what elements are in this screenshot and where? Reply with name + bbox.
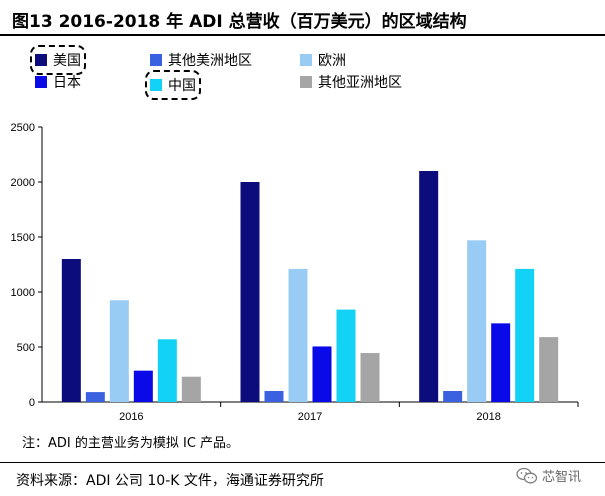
legend-item-other-asia: 其他亚洲地区 [300,72,402,92]
bar-2017-5 [360,353,380,402]
watermark: 芯智讯 [516,466,581,485]
title-bar: 图13 2016-2018 年 ADI 总营收（百万美元）的区域结构 [0,0,605,36]
legend-label-other-americas: 其他美洲地区 [168,53,252,69]
bar-2018-3 [491,323,511,402]
legend-label-japan: 日本 [53,75,81,91]
y-tick-label: 1000 [11,287,35,299]
x-category-label: 2016 [119,411,143,423]
bar-2016-2 [109,300,129,402]
source-text: 资料来源：ADI 公司 10-K 文件，海通证券研究所 [16,473,324,489]
y-tick-label: 500 [17,342,35,354]
legend-swatch-other-asia [300,76,312,88]
bar-2016-5 [181,376,201,402]
bar-2018-1 [443,391,463,402]
bar-2018-4 [515,268,535,402]
legend-label-other-asia: 其他亚洲地区 [318,75,402,91]
bar-2016-3 [133,370,153,402]
legend-item-japan: 日本 [35,72,81,92]
legend-swatch-europe [300,54,312,66]
chart-note: 注：ADI 的主营业务为模拟 IC 产品。 [22,436,240,451]
bar-2018-5 [539,337,559,402]
legend-label-europe: 欧洲 [318,53,346,69]
bar-2018-0 [419,171,439,402]
bar-2017-2 [288,268,308,402]
chart-legend: 美国 其他美洲地区 欧洲 日本 中国 其他亚洲地区 [0,44,605,100]
legend-label-usa: 美国 [53,53,81,69]
legend-label-china: 中国 [168,78,196,94]
x-category-label: 2018 [476,411,500,423]
legend-swatch-usa [35,54,47,66]
x-category-label: 2017 [298,411,322,423]
bar-chart: 0 500 1000 1500 2000 2500 2016 2017 2018 [11,122,579,423]
bar-2016-4 [157,339,177,402]
source-divider [0,462,605,463]
bar-2018-2 [467,240,487,402]
bar-2016-1 [85,392,105,402]
chart-title: 图13 2016-2018 年 ADI 总营收（百万美元）的区域结构 [12,12,467,32]
bar-2016-0 [61,259,81,402]
watermark-text: 芯智讯 [542,470,582,485]
legend-swatch-japan [35,76,47,88]
legend-item-other-americas: 其他美洲地区 [150,50,252,70]
legend-item-europe: 欧洲 [300,50,346,70]
legend-swatch-china [150,79,162,91]
legend-item-usa: 美国 [30,45,86,75]
bar-2017-0 [240,182,260,402]
bar-2017-3 [312,346,332,402]
y-tick-label: 0 [29,397,35,409]
y-tick-label: 2500 [11,122,35,134]
y-tick-label: 2000 [11,177,35,189]
legend-item-china: 中国 [145,70,201,100]
bar-2017-1 [264,391,284,402]
bar-2017-4 [336,309,356,402]
wechat-icon [516,467,538,483]
y-tick-label: 1500 [11,232,35,244]
legend-swatch-other-americas [150,54,162,66]
